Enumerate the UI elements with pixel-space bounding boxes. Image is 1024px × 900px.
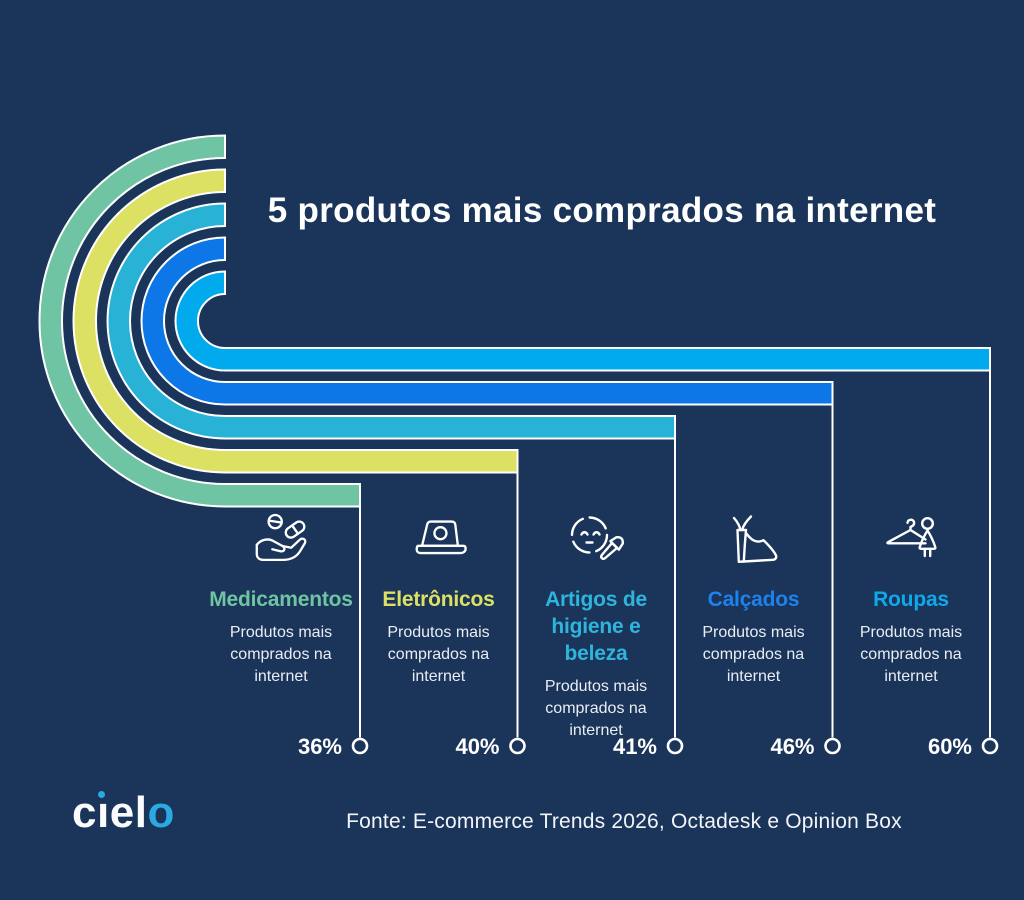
percent-label-medicamentos: 36% — [297, 734, 342, 759]
laptop-icon — [408, 510, 470, 570]
category-description: Produtos mais comprados na internet — [702, 624, 805, 685]
percent-label-artigos-de-higiene-e-beleza: 41% — [612, 734, 657, 759]
percent-label-calcados: 46% — [770, 734, 815, 759]
category-label: Medicamentos — [209, 588, 353, 611]
arc-bar-medicamentos — [38, 134, 361, 508]
logo-i-dot — [97, 791, 105, 798]
category-label: Artigos de higiene e beleza — [545, 588, 647, 665]
arc-bar-calcados — [140, 236, 834, 406]
marker-circle-calcados — [824, 737, 841, 755]
source-note: Fonte: E-commerce Trends 2026, Octadesk … — [346, 810, 902, 833]
arc-bar-artigos-de-higiene-e-beleza — [106, 202, 676, 440]
category-label: Calçados — [707, 588, 800, 611]
category-column-calcados: Calçados Produtos mais comprados na inter… — [675, 502, 832, 742]
page-title: 5 produtos mais comprados na internet — [267, 191, 937, 230]
category-label: Roupas — [873, 588, 949, 611]
category-description: Produtos mais comprados na internet — [859, 624, 963, 685]
category-column-medicamentos: Medicamentos Produtos mais comprados na i… — [203, 502, 360, 742]
hanger-dress-icon — [881, 510, 941, 570]
category-description: Produtos mais comprados na internet — [387, 624, 490, 685]
face-brush-icon — [564, 510, 628, 570]
marker-circle-medicamentos — [351, 737, 369, 755]
logo-letter-i: ı — [96, 788, 110, 837]
arc-bar-eletronicos — [72, 168, 519, 474]
pills-hand-icon — [250, 510, 312, 570]
category-description: Produtos mais comprados na internet — [229, 624, 333, 685]
percent-label-eletronicos: 40% — [455, 734, 500, 759]
arc-bar-roupas — [174, 270, 991, 372]
category-column-roupas: Roupas Produtos mais comprados na interne… — [833, 502, 990, 742]
cielo-logo: cı elo — [72, 788, 175, 837]
marker-circle-roupas — [981, 737, 999, 755]
percent-label-roupas: 60% — [927, 734, 972, 759]
category-description: Produtos mais comprados na internet — [544, 678, 648, 739]
heel-shoe-icon — [724, 510, 784, 570]
marker-circle-artigos-de-higiene-e-beleza — [666, 737, 684, 755]
category-column-eletronicos: Eletrônicos Produtos mais comprados na in… — [360, 502, 517, 742]
logo-letter-o: o — [147, 788, 175, 837]
marker-circle-eletronicos — [509, 737, 526, 755]
category-column-artigos-de-higiene-e-beleza: Artigos de higiene e beleza Produtos mais… — [518, 502, 675, 742]
category-label: Eletrônicos — [382, 588, 495, 611]
